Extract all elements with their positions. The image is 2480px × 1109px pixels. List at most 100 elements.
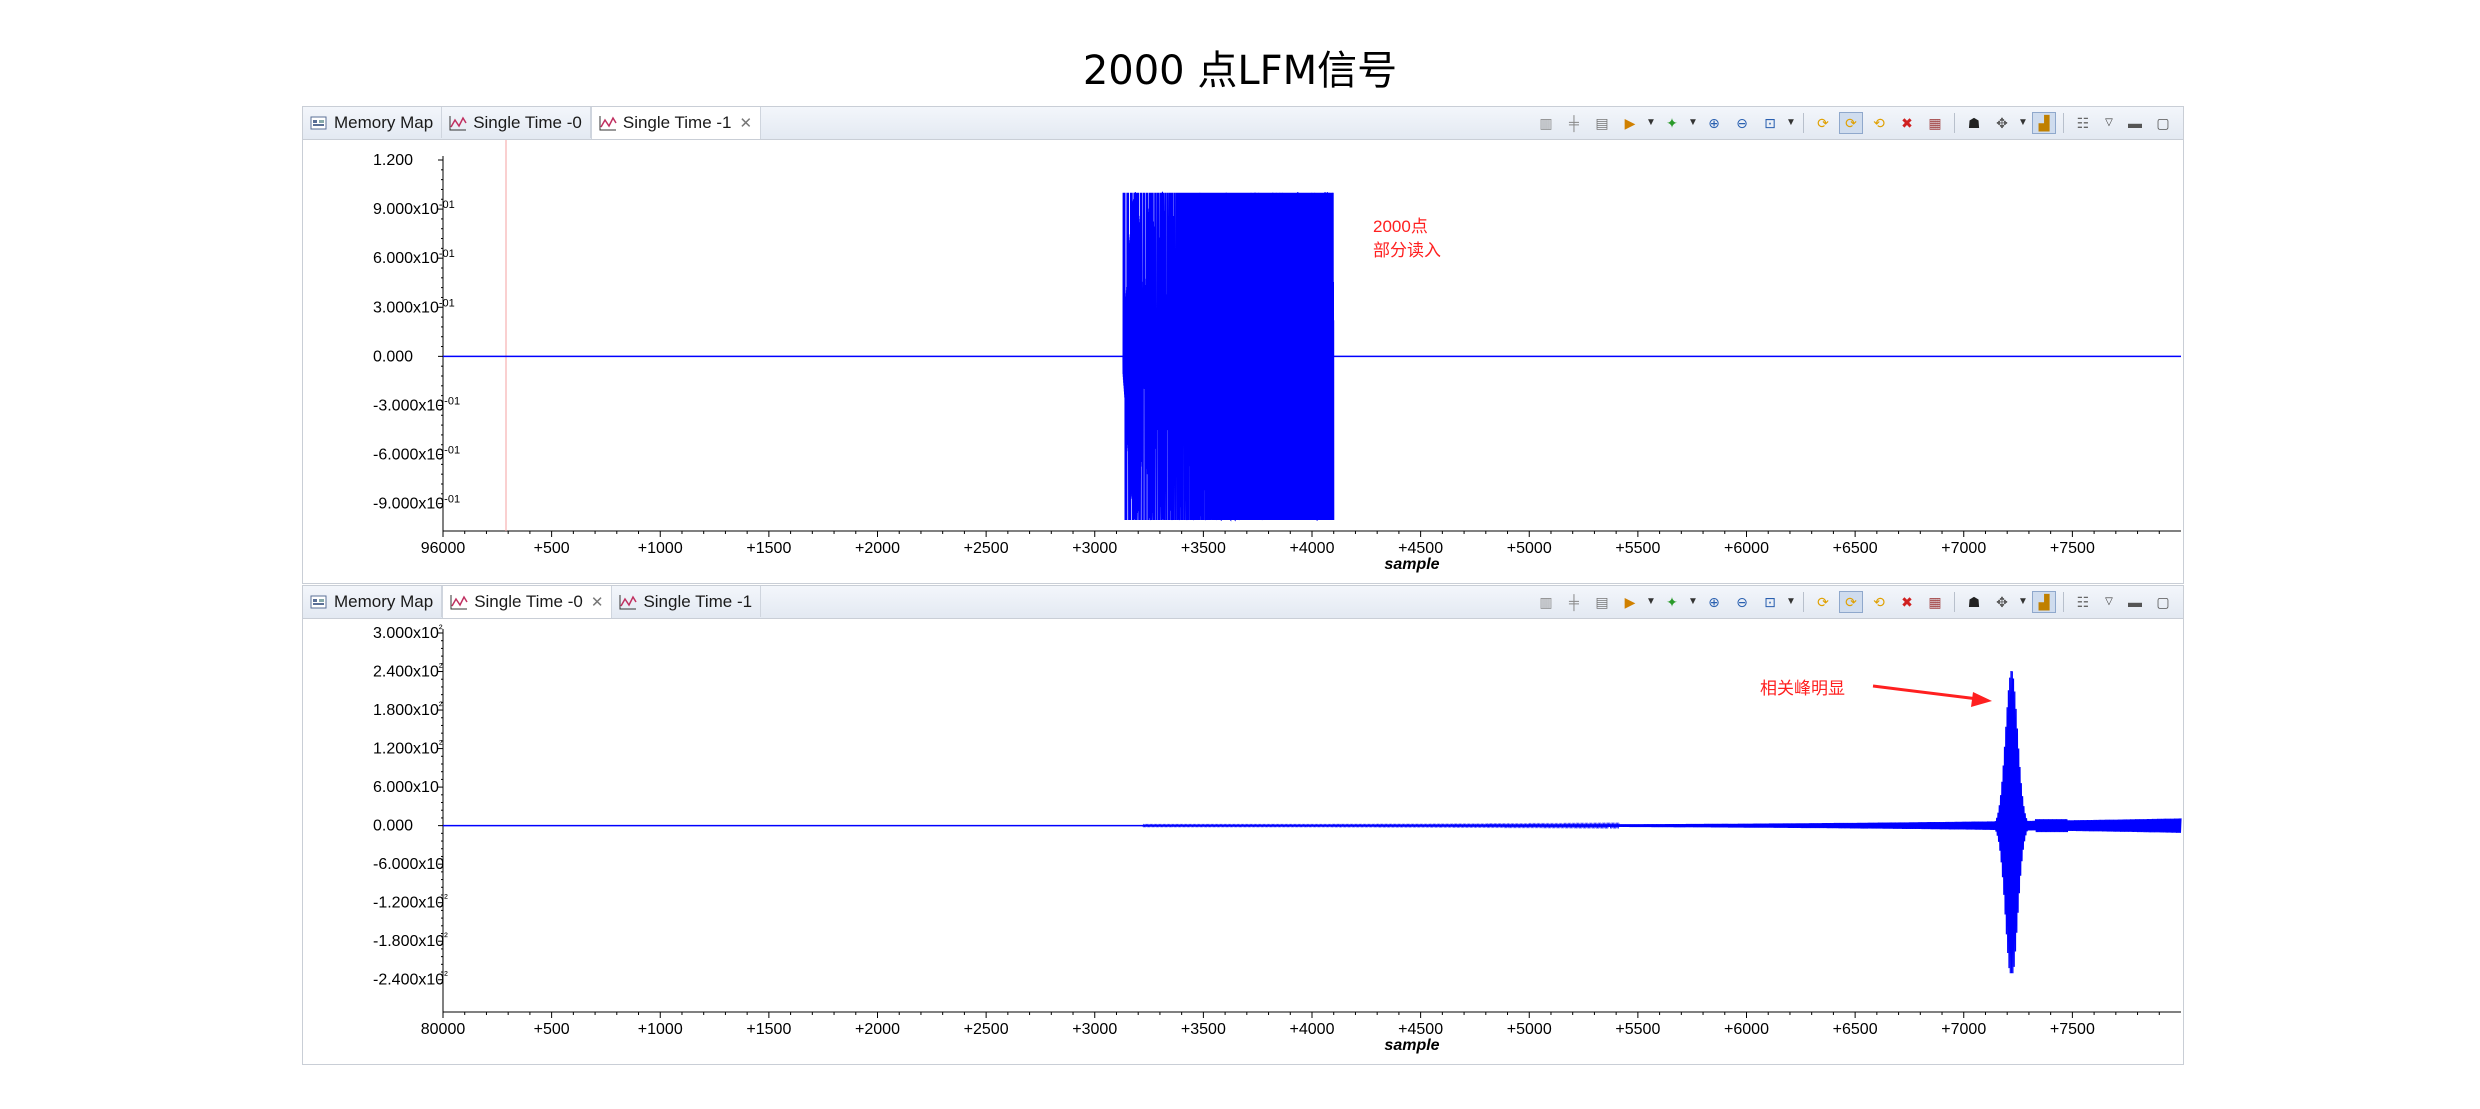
run-icon[interactable]: ▶ (1624, 115, 1636, 131)
y-tick-label: 1.800x10² (373, 700, 443, 719)
tab-single-time-1[interactable]: Single Time -1 ✕ (590, 107, 762, 139)
refresh-icon[interactable]: ⟳ (1817, 594, 1829, 610)
chevron-down-icon[interactable]: ▼ (1688, 596, 1698, 607)
close-icon[interactable]: ✕ (739, 115, 753, 132)
minimize-icon[interactable]: ▬ (2128, 594, 2142, 610)
chevron-down-icon[interactable]: ▼ (1688, 117, 1698, 128)
export-icon[interactable]: ▦ (1928, 594, 1942, 610)
x-tick-label: +4000 (1290, 540, 1335, 557)
graph-panel-bottom: Memory Map Single Time -0 ✕ Single Time … (302, 585, 2184, 1065)
tab-label: Single Time -1 (622, 113, 732, 132)
y-tick-label: 3.000x10² (373, 623, 443, 642)
find-icon[interactable]: ☗ (1967, 594, 1981, 610)
maximize-icon[interactable]: ▢ (2156, 115, 2170, 131)
annotation-arrow (1872, 684, 1979, 701)
close-icon[interactable]: ✕ (590, 594, 604, 611)
tab-label: Memory Map (334, 591, 434, 611)
x-tick-label: +1000 (638, 1021, 683, 1038)
x-tick-label: +1000 (638, 540, 683, 557)
y-tick-label: 3.000x10-01 (373, 297, 455, 316)
x-tick-label: +7000 (1941, 540, 1986, 557)
auto-refresh-icon[interactable]: ⟲ (1873, 594, 1885, 610)
x-tick-label: +5000 (1507, 1021, 1552, 1038)
x-tick-label: +3000 (1072, 540, 1117, 557)
maximize-icon[interactable]: ▢ (2156, 594, 2170, 610)
chart-props-icon[interactable]: ▟ (2032, 112, 2056, 134)
chevron-down-icon[interactable]: ▼ (2018, 596, 2028, 607)
chevron-down-icon[interactable]: ▼ (1646, 596, 1656, 607)
tab-label: Single Time -0 (473, 112, 582, 132)
view-menu-icon[interactable]: ▽ (2105, 596, 2113, 607)
correlation-series (1141, 670, 2182, 974)
align-icon[interactable]: ▥ (1539, 115, 1553, 131)
graph-plot-bottom[interactable]: 3.000x10² 2.400x10² 1.800x10² 1.200x10² 6.00… (303, 619, 2183, 1064)
table-icon[interactable]: ▤ (1595, 594, 1609, 610)
cursor-icon[interactable]: ✥ (1996, 115, 2008, 131)
x-tick-label: +5500 (1615, 540, 1660, 557)
y-tick-label: 6.000x10-01 (373, 248, 455, 267)
clear-icon[interactable]: ✖ (1901, 594, 1913, 610)
annotation-text: 部分读入 (1373, 241, 1441, 260)
x-tick-label: +500 (534, 540, 570, 557)
pin-icon[interactable]: ✦ (1666, 594, 1678, 610)
refresh-all-icon[interactable]: ⟳ (1839, 591, 1863, 613)
x-tick-label: +5500 (1615, 1021, 1660, 1038)
x-tick-label: +7500 (2050, 540, 2095, 557)
align-center-icon[interactable]: ╪ (1569, 115, 1579, 131)
toolbar-separator (1954, 592, 1955, 612)
zoom-out-icon[interactable]: ⊖ (1736, 594, 1748, 610)
tab-memory-map[interactable]: Memory Map (303, 107, 443, 138)
y-tick-label: -3.000x10-01 (373, 395, 460, 414)
run-icon[interactable]: ▶ (1624, 594, 1636, 610)
export-icon[interactable]: ▦ (1928, 115, 1942, 131)
minimize-icon[interactable]: ▬ (2128, 115, 2142, 131)
clear-icon[interactable]: ✖ (1901, 115, 1913, 131)
find-icon[interactable]: ☗ (1967, 115, 1981, 131)
tab-memory-map[interactable]: Memory Map (303, 586, 443, 617)
chevron-down-icon[interactable]: ▼ (1646, 117, 1656, 128)
x-tick-label: +5000 (1507, 540, 1552, 557)
x-tick-label: +2000 (855, 1021, 900, 1038)
x-tick-label: +1500 (746, 1021, 791, 1038)
zoom-in-icon[interactable]: ⊕ (1708, 594, 1720, 610)
view-list-icon[interactable]: ☷ (2076, 115, 2090, 131)
x-tick-label: +1500 (746, 540, 791, 557)
graph-plot-top[interactable]: 1.200 9.000x10-01 6.000x10-01 3.000x10-01 0.… (303, 140, 2183, 583)
tab-label: Single Time -0 (474, 592, 583, 611)
tab-single-time-0[interactable]: Single Time -0 ✕ (442, 586, 613, 618)
tab-single-time-0[interactable]: Single Time -0 (442, 107, 591, 138)
tab-single-time-1[interactable]: Single Time -1 (612, 586, 762, 617)
x-tick-label: +3500 (1181, 1021, 1226, 1038)
x-tick-label: +4500 (1398, 1021, 1443, 1038)
auto-refresh-icon[interactable]: ⟲ (1873, 115, 1885, 131)
annotation-arrowhead (1971, 692, 1992, 707)
align-icon[interactable]: ▥ (1539, 594, 1553, 610)
toolbar-separator (2063, 592, 2064, 612)
pin-icon[interactable]: ✦ (1666, 115, 1678, 131)
refresh-all-icon[interactable]: ⟳ (1839, 112, 1863, 134)
zoom-fit-icon[interactable]: ⊡ (1764, 594, 1776, 610)
chevron-down-icon[interactable]: ▼ (1786, 117, 1796, 128)
memory-map-icon (309, 114, 329, 132)
cursor-icon[interactable]: ✥ (1996, 594, 2008, 610)
graph-toolbar: ▥ ╪ ▤ ▶ ▼ ✦ ▼ ⊕ ⊖ ⊡ ▼ ⟳ ⟳ ⟲ ✖ ▦ ☗ ✥ ▼ ▟ … (1532, 590, 2177, 614)
y-tick-label: -1.200x10² (373, 893, 448, 912)
align-center-icon[interactable]: ╪ (1569, 594, 1579, 610)
refresh-icon[interactable]: ⟳ (1817, 115, 1829, 131)
tab-list: Memory Map Single Time -0 Single Time -1… (303, 107, 762, 139)
chevron-down-icon[interactable]: ▼ (2018, 117, 2028, 128)
graph-panel-top: Memory Map Single Time -0 Single Time -1… (302, 106, 2184, 584)
x-tick-label: +6000 (1724, 540, 1769, 557)
toolbar-separator (1803, 592, 1804, 612)
zoom-in-icon[interactable]: ⊕ (1708, 115, 1720, 131)
chevron-down-icon[interactable]: ▼ (1786, 596, 1796, 607)
view-list-icon[interactable]: ☷ (2076, 594, 2090, 610)
view-menu-icon[interactable]: ▽ (2105, 117, 2113, 128)
zoom-fit-icon[interactable]: ⊡ (1764, 115, 1776, 131)
zoom-out-icon[interactable]: ⊖ (1736, 115, 1748, 131)
x-tick-label: +3500 (1181, 540, 1226, 557)
y-tick-label: -2.400x10² (373, 970, 448, 989)
chart-props-icon[interactable]: ▟ (2032, 591, 2056, 613)
x-tick-label: +6500 (1833, 540, 1878, 557)
table-icon[interactable]: ▤ (1595, 115, 1609, 131)
